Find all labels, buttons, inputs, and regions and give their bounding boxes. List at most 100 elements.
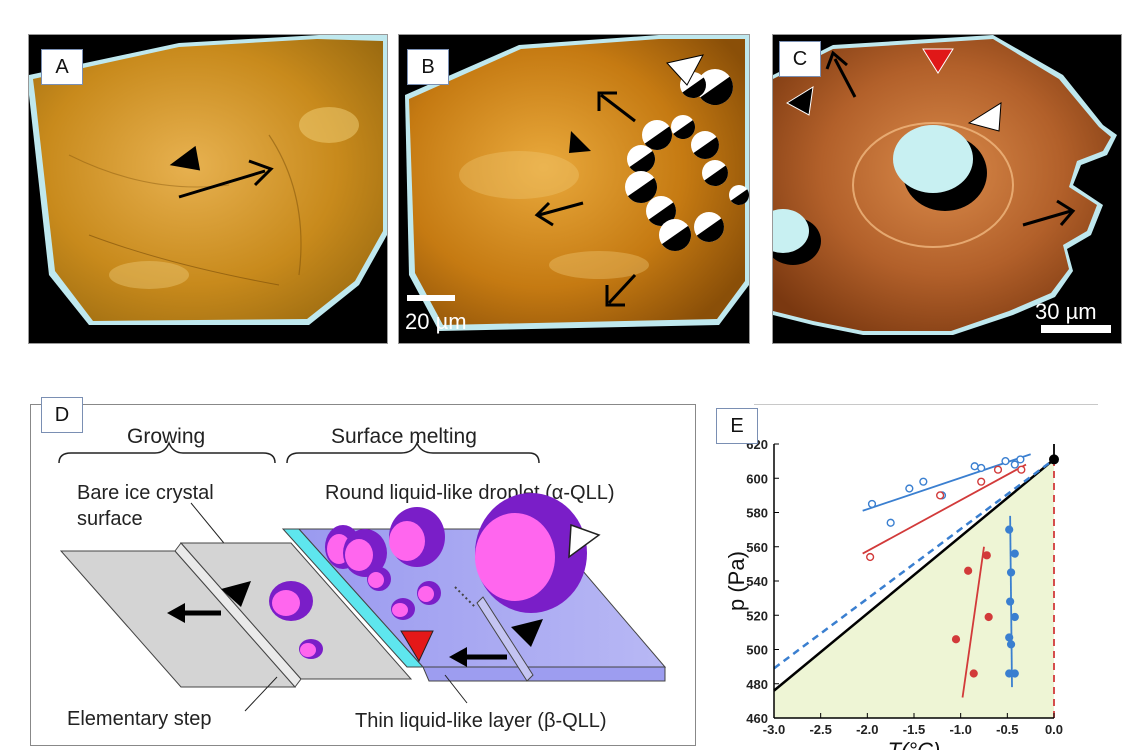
panel-e: 460 480 500 520 540 560 580 600 620 -3.0 -2.5 -2.0-… <box>714 404 1142 750</box>
data-point-red-open <box>993 465 1003 474</box>
x-tick-label: -1.5 <box>903 722 925 737</box>
data-point-blue-open <box>919 477 928 486</box>
triple-point-marker <box>1049 454 1059 465</box>
small-droplet <box>773 209 821 265</box>
data-point-blue-filled <box>1010 669 1019 678</box>
data-point-blue-open <box>1010 460 1019 469</box>
large-droplet <box>893 125 987 211</box>
bare-ice-label-line1: Bare ice crystal <box>77 482 214 504</box>
right-step <box>476 596 534 682</box>
data-point-red-filled <box>984 612 993 622</box>
chart-line-black-boundary <box>773 458 1055 692</box>
data-point-blue-filled <box>1010 612 1019 622</box>
panel-d-diagram: Growing Surface melting Bare ice crystal… <box>58 425 667 732</box>
droplets <box>269 493 587 659</box>
panel-label-d: D <box>41 397 83 433</box>
growing-brace <box>58 440 276 464</box>
scale-bar <box>407 295 455 301</box>
black-arrowhead-marker <box>569 131 591 153</box>
data-point-blue-filled <box>1006 568 1016 577</box>
y-tick-label: 480 <box>746 677 768 692</box>
panel-a: A <box>28 34 388 344</box>
data-point-blue-open <box>1016 455 1025 464</box>
scale-bar-label: 20 µm <box>405 309 467 334</box>
panel-label-a: A <box>41 49 83 85</box>
bare-ice-label-line2: surface <box>77 508 143 530</box>
white-arrowhead-marker <box>967 102 1002 132</box>
thin-layer-pointer <box>444 674 468 704</box>
black-arrowhead-marker <box>786 86 814 116</box>
data-point-blue-open <box>867 499 877 509</box>
growing-label: Growing <box>127 425 205 448</box>
x-tick-label: -0.5 <box>996 722 1018 737</box>
scale-bar <box>1041 325 1111 333</box>
x-tick-label: -3.0 <box>763 722 785 737</box>
data-point-red-open <box>936 491 945 500</box>
data-point-blue-filled <box>1005 525 1014 534</box>
melt-ring <box>852 122 1014 248</box>
y-tick-label: 560 <box>746 540 768 555</box>
panel-b-image: 20 µm <box>405 35 749 334</box>
data-point-red-filled <box>982 551 991 560</box>
y-tick-label: 580 <box>746 506 768 521</box>
direction-arrow <box>178 169 266 199</box>
scale-bar-label: 30 µm <box>1035 299 1097 324</box>
data-point-blue-filled <box>1010 549 1019 558</box>
svg-text:Bare ice crystal: Bare ice crystal <box>77 482 214 504</box>
panel-label-b: B <box>407 49 449 85</box>
data-point-blue-open <box>905 484 914 493</box>
black-arrowhead-marker <box>221 581 251 607</box>
data-point-red-filled <box>964 566 973 575</box>
panel-c: 30 µm C <box>772 34 1122 344</box>
x-tick-label: -2.0 <box>856 722 878 737</box>
panel-e-top-rule <box>754 404 1098 405</box>
panel-c-image: 30 µm <box>773 35 1117 335</box>
data-point-blue-open <box>977 463 986 473</box>
panel-a-image <box>29 35 387 325</box>
data-point-red-open <box>977 477 986 486</box>
x-tick-label: -1.0 <box>949 722 971 737</box>
step-arrows <box>167 603 507 667</box>
white-arrowhead-marker <box>666 54 704 86</box>
panel-label-c: C <box>779 41 821 77</box>
droplet-cluster <box>625 69 749 251</box>
y-tick-label: 460 <box>746 711 768 726</box>
chart-line-dashed-boundary <box>773 458 1055 670</box>
white-arrowhead-marker <box>568 523 601 559</box>
y-tick-label: 600 <box>746 471 768 486</box>
thin-layer-label: Thin liquid-like layer (β-QLL) <box>355 710 607 732</box>
panel-label-e: E <box>716 408 758 444</box>
x-tick-label: 0.0 <box>1045 722 1063 737</box>
y-axis-label: p (Pa) <box>724 551 749 611</box>
data-point-blue-open <box>970 462 979 471</box>
data-point-blue-filled <box>1006 597 1015 606</box>
surface-melting-brace <box>286 440 540 464</box>
y-tick-label: 520 <box>746 608 768 623</box>
data-point-red-open <box>1017 465 1026 474</box>
data-point-blue-open <box>886 518 895 527</box>
black-arrowhead-marker <box>169 145 201 171</box>
data-point-blue-filled <box>1006 640 1016 649</box>
growth-arrows <box>534 91 637 307</box>
droplet-label: Round liquid-like droplet (α-QLL) <box>325 482 614 504</box>
panel-b: 20 µm B <box>398 34 750 344</box>
chart-line-red-vertical-fit <box>961 546 985 698</box>
x-axis-label: T(°C) <box>888 738 941 750</box>
data-point-blue-open <box>1001 457 1010 466</box>
surface-melting-label: Surface melting <box>331 425 477 448</box>
data-point-red-filled <box>951 635 961 644</box>
black-arrowhead-marker <box>511 619 543 647</box>
red-arrowhead-marker <box>922 48 954 74</box>
direction-arrow-head <box>248 159 274 187</box>
red-arrowhead-marker <box>400 630 434 663</box>
data-point-red-filled <box>969 669 978 678</box>
y-tick-label: 500 <box>746 643 768 658</box>
panel-d: Growing Surface melting Bare ice crystal… <box>30 397 696 746</box>
chart-line-red-fit <box>862 463 1027 555</box>
step-pointer <box>244 676 278 712</box>
y-tick-label: 540 <box>746 574 768 589</box>
growth-arrows <box>825 50 1076 227</box>
step-label: Elementary step <box>67 708 212 730</box>
svg-text:surface: surface <box>77 508 143 530</box>
